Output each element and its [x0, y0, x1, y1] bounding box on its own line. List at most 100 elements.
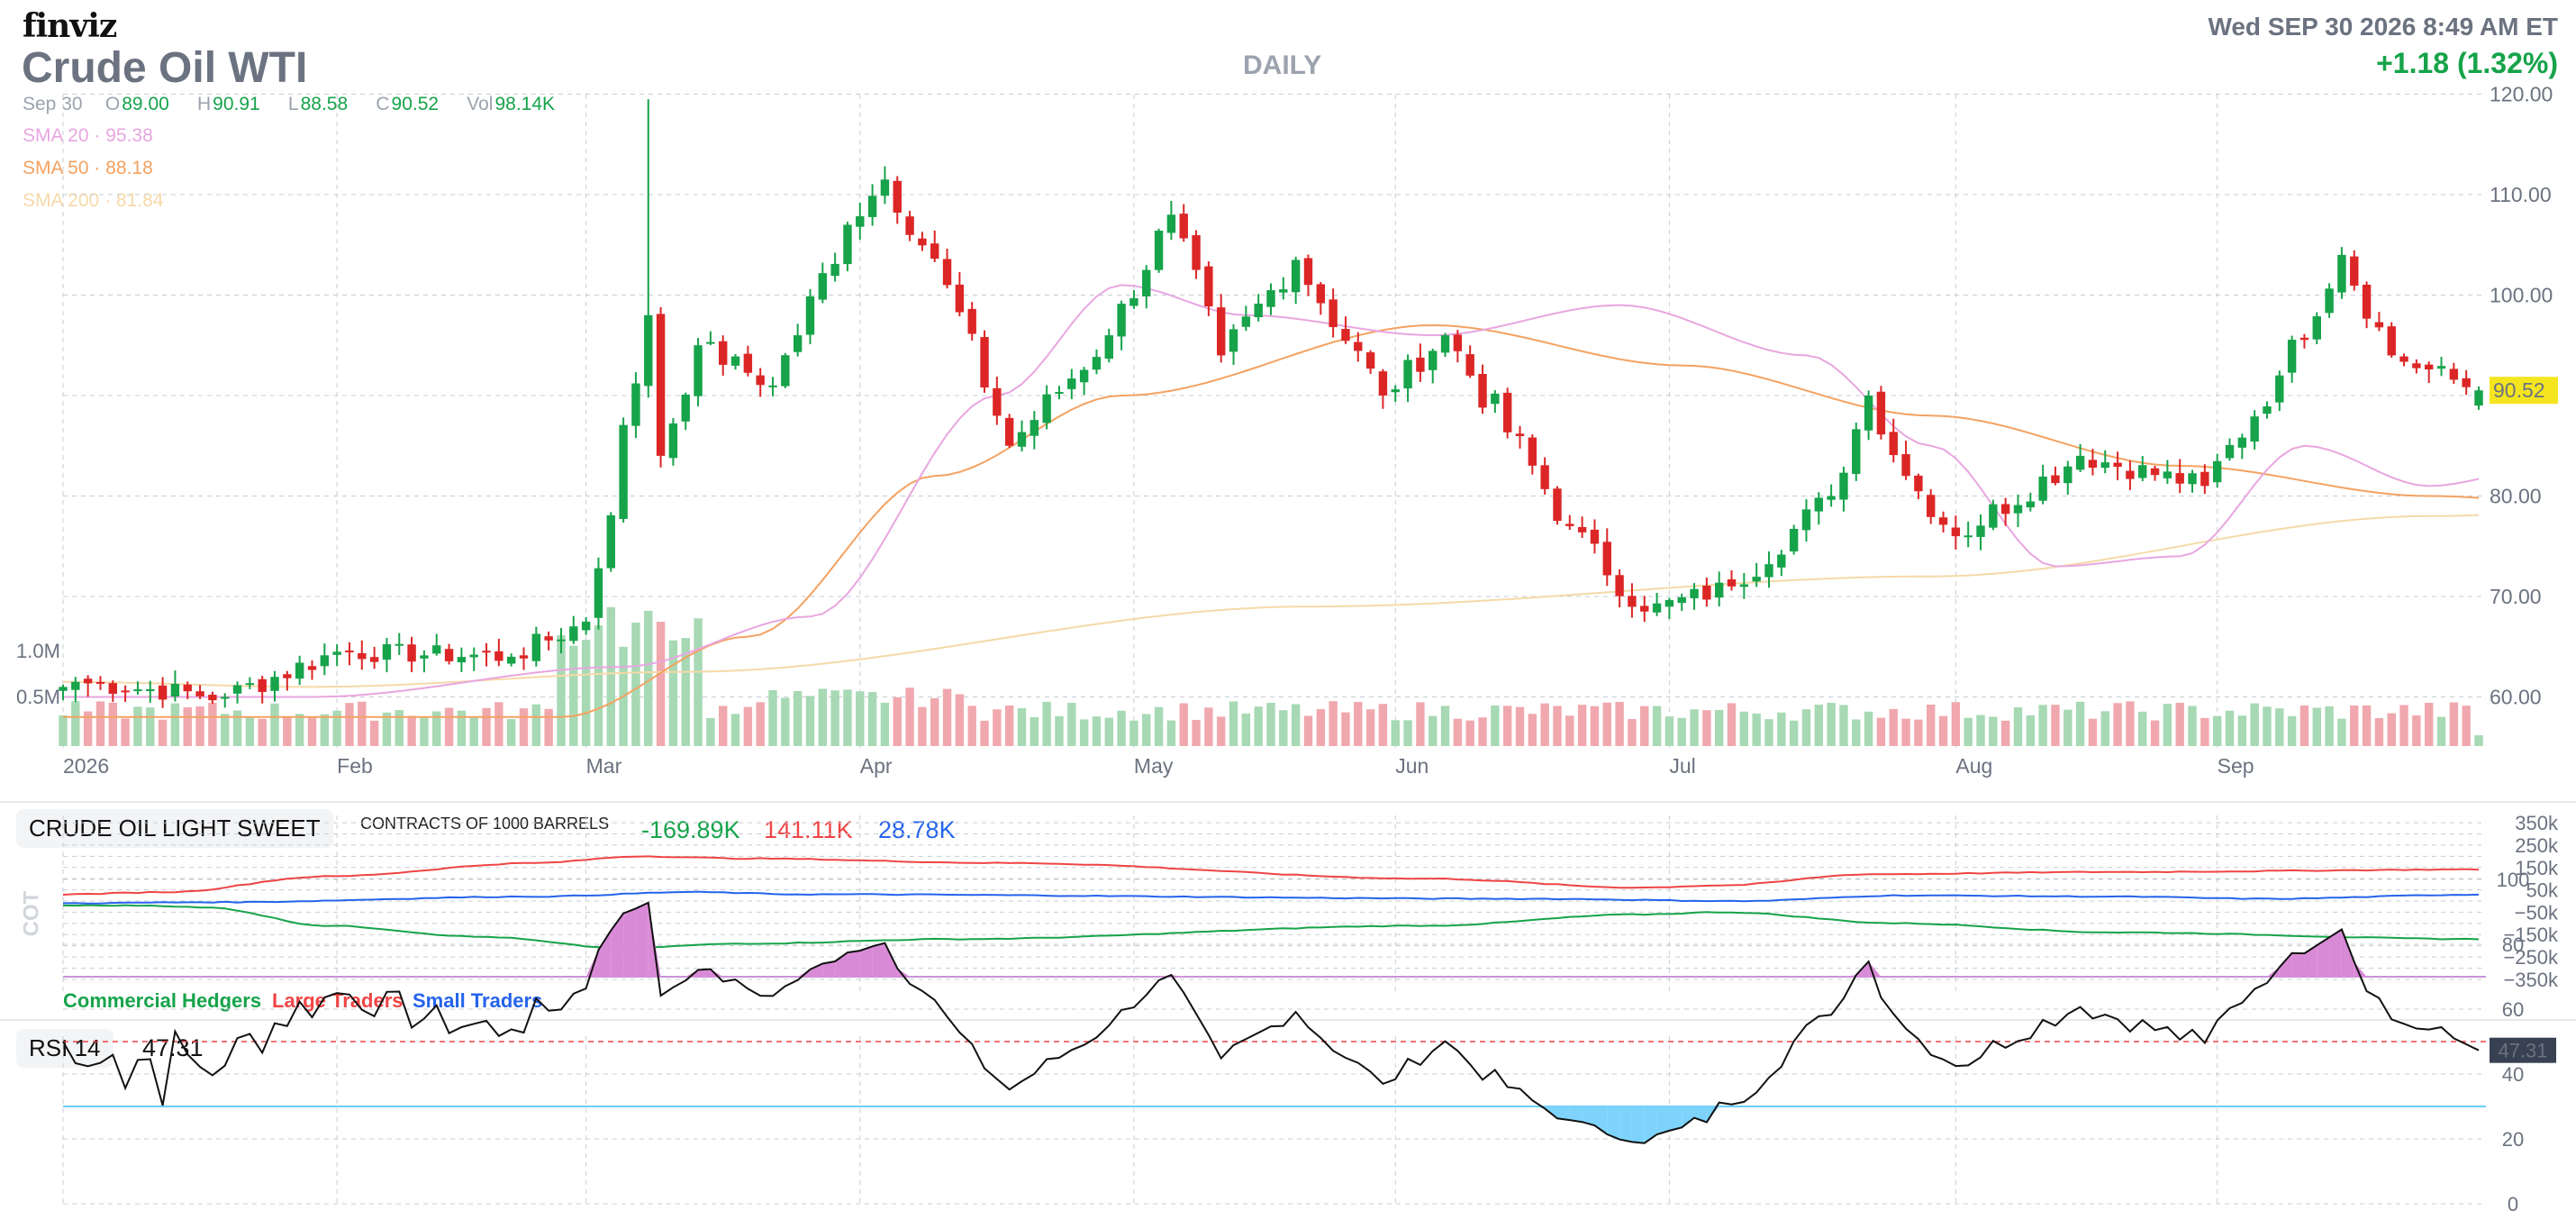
volume-bar	[482, 707, 491, 746]
candle-body	[1440, 335, 1450, 353]
volume-bar	[867, 692, 877, 746]
candle-body	[1640, 605, 1649, 612]
volume-bar	[1664, 716, 1674, 746]
sma200-legend[interactable]: SMA 200 · 81.84	[23, 190, 164, 211]
volume-bar	[1951, 702, 1961, 746]
volume-bar	[1565, 715, 1574, 746]
candle-body	[170, 684, 180, 697]
volume-bar	[1354, 702, 1363, 746]
volume-bar	[2212, 715, 2222, 746]
candle-body	[482, 651, 491, 653]
candle-body	[1502, 392, 1512, 432]
sma50-legend[interactable]: SMA 50 · 88.18	[23, 158, 153, 178]
volume-bar	[494, 702, 503, 746]
volume-bar	[345, 703, 354, 746]
volume-bar	[221, 714, 230, 746]
sma20-legend[interactable]: SMA 20 · 95.38	[23, 125, 153, 146]
candle-body	[606, 514, 615, 569]
volume-bar	[2287, 715, 2297, 746]
candle-body	[743, 353, 753, 373]
volume-bar	[1914, 719, 1923, 746]
volume-bar	[382, 712, 392, 746]
volume-bar	[2175, 702, 2184, 746]
page-title: Crude Oil WTI	[22, 44, 308, 92]
candle-body	[993, 387, 1002, 416]
candle-body	[1266, 290, 1275, 307]
rsi-oversold-fill	[1619, 1106, 1632, 1143]
volume-bar	[1690, 709, 1699, 746]
finviz-logo[interactable]: finviz	[23, 7, 117, 45]
volume-bar	[1852, 719, 1861, 746]
candle-body	[221, 696, 230, 699]
candle-body	[2275, 375, 2284, 403]
candle-body	[1927, 495, 1936, 517]
candle-body	[1316, 284, 1325, 304]
candle-body	[208, 695, 217, 701]
legend-commercial-hedgers[interactable]: Commercial Hedgers	[63, 989, 262, 1012]
time-grid	[62, 95, 2218, 1207]
candle-body	[694, 345, 703, 396]
rsi-oversold-fill	[1631, 1106, 1645, 1143]
candle-body	[1416, 357, 1425, 372]
volume-bar	[170, 703, 180, 746]
cot-line-2	[62, 890, 2480, 905]
volume-bar	[457, 710, 467, 746]
candle-body	[2038, 476, 2047, 501]
candle-body	[2312, 316, 2321, 340]
candle-body	[1429, 350, 1438, 370]
rsi-tick-label: 60	[2502, 998, 2524, 1021]
volume-bar	[1266, 703, 1275, 746]
candle-body	[183, 684, 192, 692]
volume-bar	[283, 716, 292, 746]
candle-body	[1827, 496, 1836, 500]
date-tick-label: Sep	[2218, 754, 2254, 778]
date-tick-label: Apr	[860, 754, 893, 778]
rsi-title[interactable]: RSI 14	[16, 1029, 113, 1068]
candle-body	[2399, 356, 2408, 362]
volume-bar	[1901, 718, 1910, 746]
volume-bar	[2038, 705, 2047, 746]
price-change: +1.18 (1.32%)	[2376, 47, 2558, 79]
volume-bar	[581, 640, 591, 746]
volume-bar	[805, 696, 815, 746]
rsi-overbought-fill	[847, 951, 860, 977]
volume-bar	[1602, 702, 1611, 746]
price-tick-label: 110.00	[2490, 183, 2552, 206]
volume-bar	[1229, 701, 1238, 746]
candle-body	[905, 216, 914, 235]
ohlc-vol-label: Vol	[467, 94, 494, 114]
candle-body	[1179, 214, 1188, 239]
rsi-overbought-fill	[2341, 929, 2354, 977]
candle-body	[1553, 488, 1562, 522]
candle-body	[245, 683, 255, 686]
cot-tick-label: −150k	[2503, 924, 2559, 946]
volume-bar	[2163, 704, 2172, 746]
volume-bar	[768, 689, 777, 746]
cot-title[interactable]: CRUDE OIL LIGHT SWEET	[16, 809, 333, 848]
volume-bar	[2312, 707, 2321, 746]
rsi-line	[62, 901, 2480, 1144]
candle-body	[1714, 582, 1724, 598]
rsi-oversold-fill	[1556, 1106, 1570, 1121]
candle-body	[1391, 389, 1400, 393]
candle-body	[444, 649, 454, 661]
volume-bar	[656, 622, 666, 746]
cot-subtitle: CONTRACTS OF 1000 BARRELS	[360, 815, 610, 833]
volume-bar	[420, 717, 429, 746]
volume-bar	[369, 720, 379, 746]
volume-bar	[2064, 709, 2073, 746]
volume-bar	[2337, 718, 2346, 746]
volume-bar	[432, 711, 441, 746]
volume-bar	[2412, 715, 2421, 746]
candle-body	[1951, 527, 1961, 537]
candle-body	[2263, 406, 2272, 414]
rsi-oversold-fill	[1569, 1106, 1583, 1123]
candle-body	[2362, 284, 2372, 319]
timeframe-label[interactable]: DAILY	[1243, 50, 1322, 80]
volume-bar	[1403, 720, 1412, 746]
candle-body	[1989, 504, 1998, 528]
volume-bar	[1241, 713, 1251, 746]
candle-body	[1515, 433, 1525, 437]
ohlc-date: Sep 30	[23, 94, 83, 114]
